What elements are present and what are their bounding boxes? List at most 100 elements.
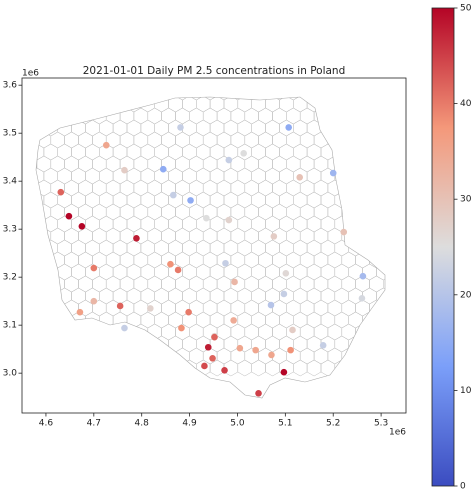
station-point	[76, 308, 84, 316]
hex-cell	[85, 119, 100, 137]
hex-cell	[216, 347, 232, 365]
hex-cell	[57, 335, 72, 353]
colorbar-tick-label: 20	[460, 290, 472, 300]
hex-cell	[334, 97, 349, 113]
hex-cell	[85, 143, 100, 161]
hex-cell	[85, 239, 100, 257]
hex-cell	[105, 347, 121, 365]
hex-cell	[133, 155, 149, 173]
hex-cell	[306, 359, 322, 377]
hex-cell	[112, 191, 128, 209]
station-point	[340, 228, 348, 236]
hex-cell	[362, 359, 377, 377]
hex-cell	[43, 359, 58, 377]
country-outline	[35, 96, 386, 399]
hex-cell	[175, 227, 190, 245]
hex-cell	[147, 251, 162, 269]
hex-cell	[265, 359, 280, 377]
station-point	[187, 197, 194, 204]
hex-cell	[279, 191, 294, 209]
station-point	[280, 290, 288, 298]
hex-cell	[258, 251, 273, 269]
hex-cell	[161, 323, 176, 341]
hex-cell	[36, 131, 38, 149]
hex-cell	[36, 251, 52, 269]
station-point	[230, 317, 237, 324]
hex-cell	[209, 97, 225, 113]
y-tick-label: 3.6	[3, 81, 18, 91]
hex-cell	[126, 167, 142, 185]
hex-cell	[251, 359, 266, 377]
hex-cell	[154, 143, 169, 161]
hex-cell	[376, 263, 385, 281]
hex-cell	[216, 131, 232, 149]
hex-cell	[92, 275, 107, 293]
colorbar-tick-label: 10	[460, 386, 472, 396]
hex-cell	[376, 215, 385, 233]
hex-cell	[369, 107, 384, 125]
hex-cell	[36, 347, 38, 365]
hex-cell	[216, 179, 232, 197]
hex-cell	[175, 275, 190, 293]
hex-cell	[299, 227, 315, 245]
hex-cell	[202, 299, 218, 317]
hex-cell	[237, 263, 252, 281]
hex-cell	[237, 167, 252, 185]
hex-cell	[189, 347, 204, 365]
hex-cell	[258, 107, 273, 125]
hex-cell	[126, 335, 142, 353]
hex-cell	[105, 227, 121, 245]
hex-cell	[36, 215, 45, 233]
hex-cell	[230, 323, 246, 341]
hex-cell	[105, 275, 121, 293]
hex-cell	[306, 215, 322, 233]
hex-cell	[369, 347, 384, 365]
hex-cell	[237, 239, 252, 257]
hex-cell	[286, 227, 301, 245]
hex-cell	[161, 299, 176, 317]
station-point	[116, 302, 124, 310]
x-tick-label: 4.9	[182, 419, 197, 429]
hex-cell	[78, 347, 93, 365]
station-point	[231, 278, 238, 286]
hex-cell	[313, 347, 329, 365]
hex-cell	[133, 347, 149, 365]
hex-cell	[237, 311, 252, 329]
hex-cell	[36, 155, 52, 173]
hex-cell	[168, 167, 183, 185]
hex-cell	[57, 359, 72, 377]
hex-cell	[216, 299, 232, 317]
hex-cell	[78, 251, 93, 269]
hex-cell	[258, 323, 273, 341]
hex-cell	[99, 263, 114, 281]
station-point	[203, 214, 210, 222]
hex-cell	[272, 323, 287, 341]
x-tick-label: 4.8	[135, 419, 150, 429]
hex-cell	[43, 287, 58, 305]
hex-cell	[105, 179, 121, 197]
hex-cell	[99, 191, 114, 209]
hex-cell	[223, 167, 239, 185]
hex-cell	[376, 287, 385, 305]
hex-cell	[362, 119, 377, 137]
hex-cell	[36, 227, 52, 245]
hex-cell	[293, 335, 308, 353]
station-point	[268, 351, 275, 359]
hex-cell	[64, 107, 79, 125]
hex-cell	[306, 287, 322, 305]
hex-cell	[223, 335, 239, 353]
hex-cell	[209, 143, 225, 161]
hex-cell	[50, 251, 65, 269]
hex-cell	[348, 359, 363, 377]
station-point	[170, 191, 177, 199]
hex-cell	[258, 203, 273, 221]
hex-cell	[196, 311, 211, 329]
hex-cell	[244, 155, 259, 173]
hex-cell	[286, 155, 301, 173]
hex-cell	[50, 97, 65, 101]
hex-cell	[64, 97, 79, 101]
hex-cell	[299, 323, 315, 341]
hex-cell	[272, 97, 287, 101]
hex-cell	[334, 119, 349, 137]
hex-cell	[182, 263, 197, 281]
